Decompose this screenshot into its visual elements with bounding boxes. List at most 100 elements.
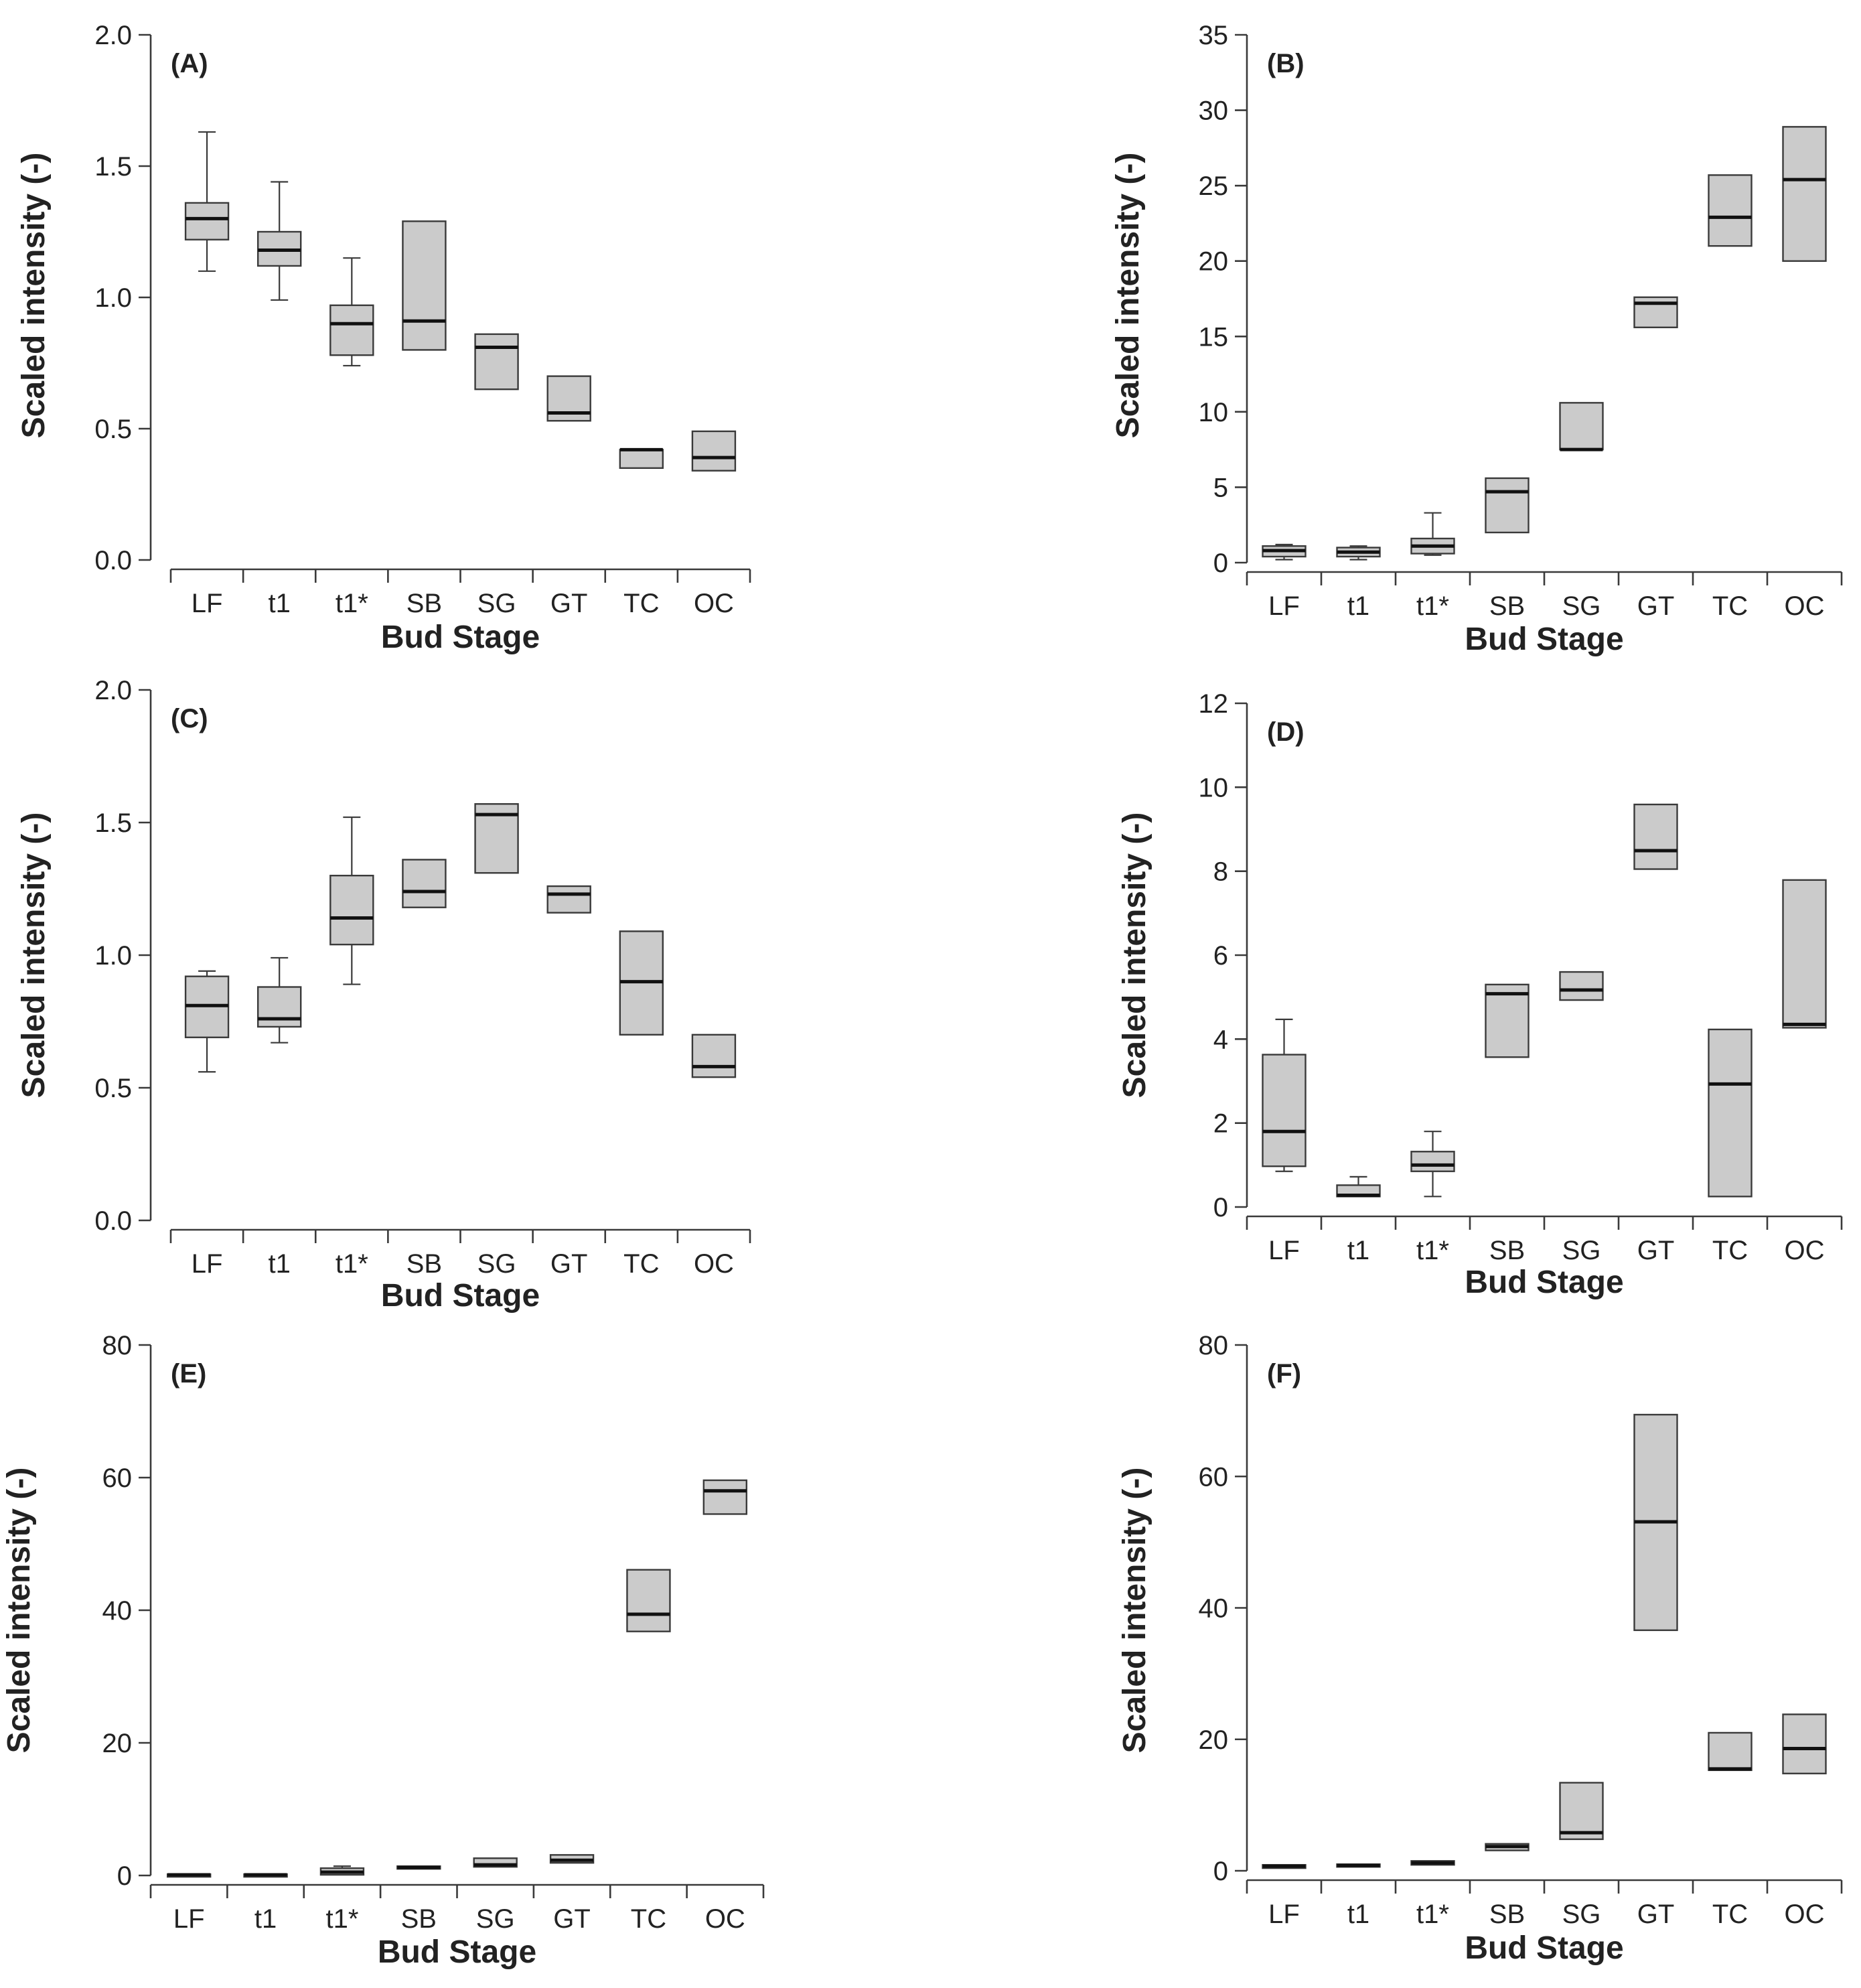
- x-tick-label: GT: [553, 1904, 591, 1934]
- box-t1: [256, 956, 302, 1044]
- box-oc: [691, 1034, 737, 1078]
- iqr-box: [402, 859, 447, 908]
- panel-label: (E): [171, 1359, 206, 1389]
- iqr-box: [691, 1034, 737, 1078]
- box-t1: [1336, 1176, 1381, 1198]
- y-tick-label: 0: [1213, 1857, 1228, 1886]
- x-tick-label: TC: [623, 1249, 659, 1279]
- y-tick-label: 1.0: [94, 941, 132, 971]
- box-sb: [1485, 477, 1530, 534]
- y-axis-title: Scaled intensity (-): [1117, 1468, 1152, 1754]
- box-sg: [1559, 1782, 1604, 1841]
- box-sg: [474, 333, 519, 390]
- panel-d: 0 2 4 6 8 10 12 LF t1 t1* SB SG GT TC OC Bud Stage Scale…: [1117, 689, 1843, 1300]
- y-tick-label: 0.0: [94, 1206, 132, 1236]
- y-tick-label: 20: [1199, 1725, 1229, 1755]
- box-lf: [1262, 543, 1307, 561]
- x-tick-label: GT: [550, 589, 588, 618]
- x-tick-label: SB: [1489, 591, 1525, 621]
- x-tick-label: SG: [1562, 591, 1601, 621]
- y-tick-label: 8: [1213, 857, 1228, 887]
- box-oc: [691, 430, 737, 472]
- box-tc: [1708, 174, 1753, 247]
- box-t1: [243, 1873, 288, 1878]
- box-t1-star: [1410, 1131, 1455, 1198]
- iqr-box: [256, 986, 302, 1028]
- x-tick-label: GT: [1637, 591, 1675, 621]
- box-sb: [396, 1865, 441, 1870]
- box-t1: [256, 181, 302, 301]
- y-tick-label: 25: [1199, 171, 1229, 201]
- box-oc: [1782, 879, 1827, 1029]
- y-tick-label: 10: [1199, 773, 1229, 802]
- iqr-box: [329, 874, 374, 946]
- y-axis-title: Scaled intensity (-): [1, 1468, 37, 1754]
- x-axis-title: Bud Stage: [1465, 622, 1623, 657]
- x-tick-label: SB: [401, 1904, 437, 1934]
- y-tick-label: 40: [1199, 1594, 1229, 1624]
- iqr-box: [1708, 174, 1753, 247]
- panel-a: 0.0 0.5 1.0 1.5 2.0 LF t1 t1* SB SG GT TC OC Bud Stag…: [16, 21, 751, 655]
- y-tick-label: 1.0: [94, 283, 132, 313]
- box-gt: [1633, 803, 1678, 870]
- iqr-box: [1559, 402, 1604, 451]
- y-tick-label: 40: [102, 1596, 133, 1626]
- iqr-box: [402, 220, 447, 351]
- box-sb: [1485, 1843, 1530, 1851]
- x-tick-label: t1*: [1416, 591, 1449, 621]
- y-axis-title: Scaled intensity (-): [16, 153, 52, 439]
- x-tick-label: GT: [1637, 1236, 1675, 1265]
- box-lf: [184, 131, 230, 272]
- x-tick-label: OC: [1785, 1900, 1825, 1929]
- box-oc: [1782, 1713, 1827, 1774]
- iqr-box: [184, 202, 230, 240]
- iqr-box: [1559, 1782, 1604, 1841]
- x-tick-label: SG: [476, 1904, 515, 1934]
- x-tick-label: t1: [1347, 591, 1369, 621]
- x-tick-label: SB: [1489, 1236, 1525, 1265]
- panel-e: 0 20 40 60 80 LF t1 t1* SB SG GT TC OC Bud Stage Scale…: [1, 1331, 765, 1970]
- y-tick-label: 35: [1199, 21, 1229, 50]
- x-axis-title: Bud Stage: [381, 1278, 540, 1314]
- x-tick-label: LF: [192, 1249, 223, 1279]
- box-gt: [546, 375, 591, 422]
- box-t1-star: [1410, 1860, 1455, 1866]
- x-tick-label: SG: [477, 589, 516, 618]
- x-axis-title: Bud Stage: [1465, 1265, 1623, 1300]
- x-tick-label: SG: [477, 1249, 516, 1279]
- x-tick-label: LF: [173, 1904, 205, 1934]
- iqr-box: [1782, 126, 1827, 262]
- y-tick-label: 10: [1199, 398, 1229, 427]
- box-sg: [1559, 402, 1604, 451]
- iqr-box: [691, 430, 737, 472]
- y-axis-title: Scaled intensity (-): [1110, 153, 1146, 439]
- x-tick-label: SB: [406, 589, 442, 618]
- box-t1-star: [329, 816, 374, 985]
- y-tick-label: 0.5: [94, 1074, 132, 1103]
- y-tick-label: 1.5: [94, 152, 132, 182]
- x-tick-label: t1*: [1416, 1236, 1449, 1265]
- box-t1: [1336, 545, 1381, 561]
- iqr-box: [1559, 971, 1604, 1001]
- y-tick-label: 2.0: [94, 21, 132, 50]
- x-tick-label: t1: [269, 589, 291, 618]
- x-tick-label: TC: [631, 1904, 666, 1934]
- y-axis-title: Scaled intensity (-): [1117, 812, 1152, 1098]
- box-tc: [619, 447, 664, 469]
- y-tick-label: 12: [1199, 689, 1229, 719]
- x-tick-label: LF: [1268, 1236, 1300, 1265]
- x-tick-label: SG: [1562, 1236, 1601, 1265]
- y-tick-label: 30: [1199, 96, 1229, 126]
- box-gt: [546, 885, 591, 914]
- box-lf: [1262, 1018, 1307, 1172]
- x-axis-title: Bud Stage: [381, 620, 540, 655]
- x-tick-label: OC: [705, 1904, 745, 1934]
- y-tick-label: 5: [1213, 473, 1228, 502]
- x-tick-label: t1*: [325, 1904, 358, 1934]
- box-gt: [1633, 296, 1678, 328]
- x-axis-title: Bud Stage: [1465, 1930, 1623, 1966]
- y-tick-label: 0: [117, 1861, 132, 1891]
- x-tick-label: SB: [406, 1249, 442, 1279]
- y-tick-label: 0: [1213, 549, 1228, 578]
- box-t1-star: [1410, 512, 1455, 556]
